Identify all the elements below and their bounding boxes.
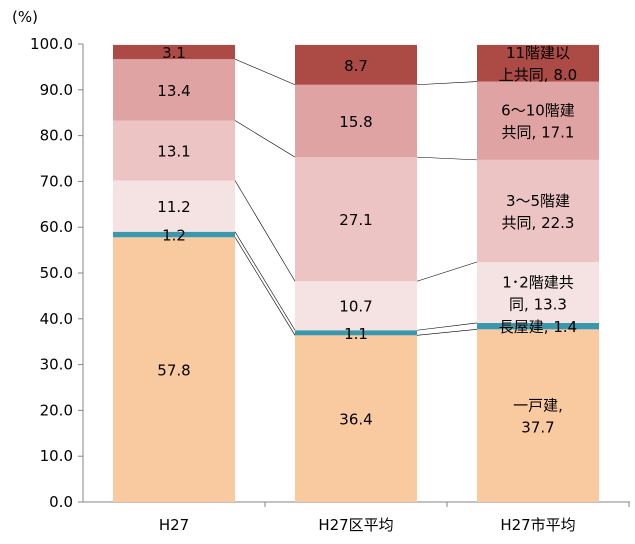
data-label: 13.4 (157, 82, 190, 100)
y-tick-label: 30.0 (40, 356, 73, 374)
x-category-label: H27 (159, 516, 189, 534)
data-label: 11階建以上共同, 8.0 (499, 44, 577, 84)
y-tick-label: 10.0 (40, 447, 73, 465)
y-tick-label: 90.0 (40, 81, 73, 99)
bar-segment (477, 81, 599, 160)
data-label: 36.4 (339, 411, 372, 429)
data-label: 3～5階建共同, 22.3 (502, 192, 575, 232)
y-tick-label: 40.0 (40, 310, 73, 328)
series-line (234, 58, 296, 86)
bar-segment (295, 84, 417, 158)
data-label: 1･2階建共同, 13.3 (502, 273, 574, 313)
bar-segment (113, 180, 235, 232)
bar-segment (477, 322, 599, 330)
series-line (416, 156, 478, 161)
y-tick-label: 80.0 (40, 127, 73, 145)
data-label: 長屋建, 1.4 (499, 318, 577, 336)
bar-segment (113, 120, 235, 181)
data-label: 1.1 (344, 325, 368, 343)
bar-segment (477, 159, 599, 263)
data-label: 3.1 (162, 44, 186, 62)
data-label: 10.7 (339, 298, 372, 316)
series-line (234, 120, 296, 158)
bar-segment (113, 231, 235, 238)
bar-segment (477, 262, 599, 323)
x-category-label: H27区平均 (318, 516, 393, 534)
data-label: 6～10階建共同, 17.1 (501, 102, 575, 142)
y-unit-label: (%) (12, 8, 38, 26)
y-tick-label: 50.0 (40, 264, 73, 282)
bar-segment (477, 329, 599, 502)
y-tick-label: 60.0 (40, 218, 73, 236)
series-line (234, 231, 296, 331)
series-line (234, 180, 296, 282)
data-label: 13.1 (157, 142, 190, 160)
data-label: 27.1 (339, 211, 372, 229)
bar-segment (295, 335, 417, 502)
y-tick-label: 0.0 (49, 493, 73, 511)
y-tick-label: 20.0 (40, 401, 73, 419)
data-label: 57.8 (157, 362, 190, 380)
x-category-label: H27市平均 (500, 516, 575, 534)
data-label: 15.8 (339, 113, 372, 131)
data-label: 11.2 (157, 198, 190, 216)
series-line (416, 329, 478, 336)
series-line (416, 81, 478, 86)
bar-segment (295, 157, 417, 282)
data-label: 1.2 (162, 227, 186, 245)
bar-segment (295, 44, 417, 85)
bar-segment (295, 281, 417, 331)
series-line (416, 261, 478, 282)
y-tick-label: 70.0 (40, 172, 73, 190)
bar-segment (113, 59, 235, 121)
series-line (416, 322, 478, 331)
data-label: 一戸建, 37.7 (513, 397, 563, 437)
bar-segment (295, 330, 417, 336)
series-line (234, 237, 296, 336)
bar-segment (477, 44, 599, 82)
y-tick-label: 100.0 (30, 35, 73, 53)
bar-segment (113, 237, 235, 502)
bar-segment (113, 44, 235, 60)
data-label: 8.7 (344, 57, 368, 75)
